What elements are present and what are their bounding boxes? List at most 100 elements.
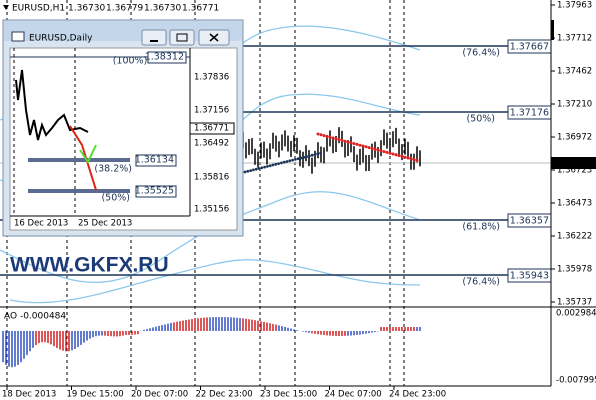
inset-window: EURUSD,Daily (100%) 1.38312 1.36134 (38.…: [2, 19, 244, 237]
level-percent: (50%): [466, 114, 495, 125]
time-label: 20 Dec 07:00: [131, 390, 188, 400]
price-label: 1.36972: [557, 133, 592, 143]
ma-dot: [364, 145, 368, 149]
ma-dot: [260, 166, 264, 170]
ao-label: AO -0.000484: [4, 312, 66, 322]
ma-dot: [331, 136, 335, 140]
ma-dot: [282, 160, 286, 164]
ma-dot: [391, 152, 395, 156]
ao-min: -0.007995: [556, 376, 596, 386]
inset-current-box: [189, 122, 235, 135]
inset-level-box: [147, 51, 187, 64]
ma-dot: [271, 163, 275, 167]
inset-price-label: 1.35156: [194, 205, 229, 215]
header: EURUSD,H1 1.36730 1.36779 1.36730 1.3677…: [3, 4, 219, 14]
ma-dot: [379, 149, 383, 153]
ma-dot: [415, 158, 419, 162]
price-label: 1.37462: [557, 67, 592, 77]
time-label: 24 Dec 07:00: [325, 390, 382, 400]
price-label: 1.37963: [557, 1, 592, 11]
inset-level-percent: (50%): [101, 193, 130, 204]
ma-dot: [355, 142, 359, 146]
minimize-button[interactable]: [141, 29, 167, 46]
ma-dot: [246, 169, 250, 173]
ma-dot: [291, 158, 294, 162]
ma-dot: [388, 151, 392, 155]
ma-dot: [367, 146, 371, 150]
ma-dot: [310, 153, 314, 157]
ma-dot: [302, 155, 306, 159]
price-label: 1.35978: [557, 265, 592, 275]
ma-dot: [328, 135, 332, 139]
ao-histogram: [2, 317, 421, 368]
inset-level-price: 1.36134: [135, 155, 174, 166]
ma-dot: [406, 156, 410, 160]
level-price: 1.37176: [510, 108, 549, 119]
close-icon: [209, 33, 219, 42]
ma-dot: [370, 146, 374, 150]
header-close: 1.36771: [182, 4, 219, 14]
inset-time-label: 25 Dec 2013: [78, 219, 132, 229]
level-price: 1.37667: [510, 42, 549, 53]
price-label: 1.37712: [557, 34, 592, 44]
ma-dot: [296, 157, 300, 161]
ma-dot: [373, 147, 377, 151]
inset-level-box: [135, 185, 177, 198]
header-open: 1.36730: [68, 4, 105, 14]
inset-trend-down: [69, 125, 97, 191]
price-label: 1.36473: [557, 199, 592, 209]
header-high: 1.36779: [106, 4, 143, 14]
ma-dot: [400, 154, 404, 158]
ma-dot: [358, 143, 362, 147]
ma-dot: [266, 165, 269, 168]
level-price: 1.35943: [510, 271, 549, 282]
ma-dot: [254, 167, 258, 171]
ma-dot: [243, 170, 247, 174]
ma-dot: [249, 169, 253, 173]
ma-dot: [305, 155, 308, 159]
price-axis: 1.37963 1.37712 1.37462 1.37210 1.36972 1.367…: [550, 0, 596, 386]
ma-dot: [334, 137, 338, 141]
price-label: 1.37210: [557, 100, 592, 110]
inset-time-label: 16 Dec 2013: [14, 219, 68, 229]
inset-level-price: 1.38312: [145, 52, 184, 63]
ma-dot: [257, 167, 261, 170]
time-label: 19 Dec 15:00: [67, 390, 124, 400]
inset-price-label: 1.36492: [194, 139, 229, 149]
price-label: 1.36723: [557, 166, 592, 176]
ma-dot: [285, 160, 289, 163]
scroll-marker: [551, 20, 554, 40]
inset-price-label: 1.35816: [194, 173, 229, 183]
inset-chart: [9, 47, 238, 231]
inset-level-percent: (100%): [113, 56, 148, 67]
header-icon: [3, 5, 9, 10]
ma-dot: [382, 150, 386, 154]
level-percent: (61.8%): [462, 222, 500, 233]
inset-level-price: 1.35525: [135, 186, 174, 197]
indicator-dots: [243, 132, 419, 174]
ma-dot: [352, 142, 356, 146]
watermark: WWW.GKFX.RU: [10, 254, 169, 277]
restore-button[interactable]: [169, 29, 195, 46]
ma-dot: [394, 153, 398, 157]
ao-max: 0.002984: [556, 309, 596, 319]
current-price-box: [551, 157, 596, 169]
ma-dot: [397, 154, 401, 158]
ma-dot: [403, 155, 407, 159]
ma-dot: [280, 161, 283, 165]
time-label: 24 Dec 23:00: [389, 390, 446, 400]
ma-dot: [322, 134, 326, 138]
ma-dot: [252, 168, 255, 172]
inset-title: EURUSD,Daily: [29, 34, 93, 44]
ma-dot: [319, 151, 322, 155]
ma-dot: [299, 156, 303, 160]
ma-dot: [313, 153, 317, 156]
inset-price-label: 1.37836: [194, 73, 229, 83]
inset-level-percent: (38.2%): [94, 164, 132, 175]
ma-dot: [263, 165, 266, 169]
ma-dot: [316, 132, 320, 136]
ma-dot: [274, 162, 278, 166]
header-low: 1.36730: [144, 4, 181, 14]
header-symbol: EURUSD,H1: [12, 4, 65, 14]
